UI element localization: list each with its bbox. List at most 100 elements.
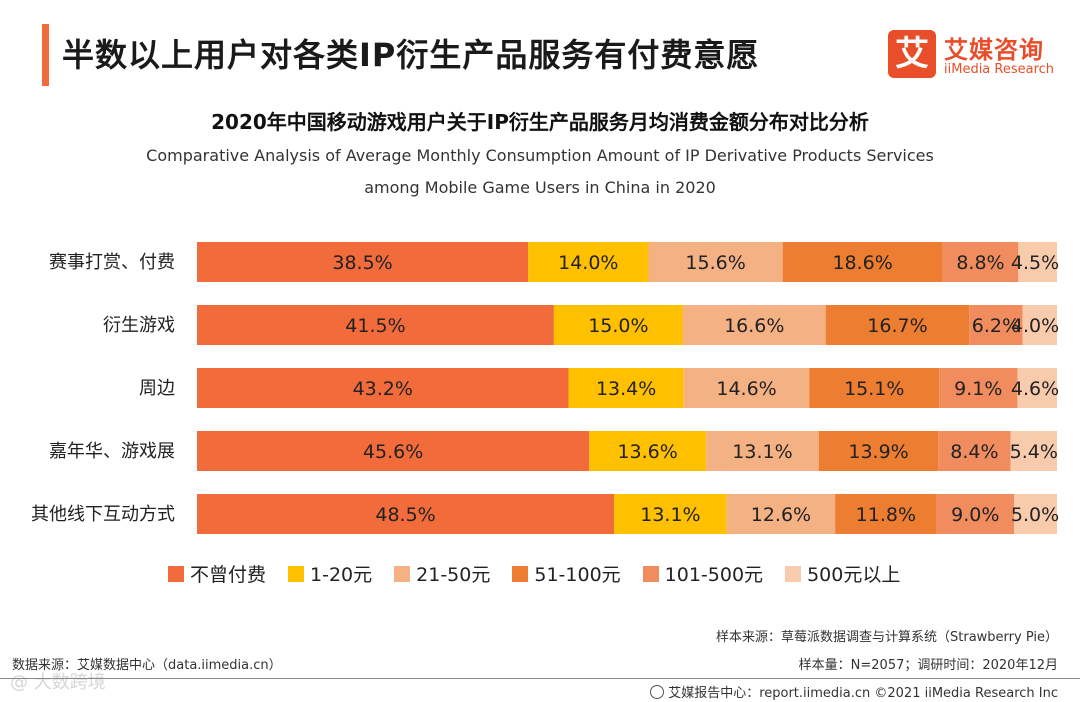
bar-segment xyxy=(648,242,783,282)
legend-label: 101-500元 xyxy=(664,564,764,586)
data-label: 14.0% xyxy=(558,252,618,274)
bar-segment xyxy=(809,368,940,408)
category-label: 其他线下互动方式 xyxy=(31,504,175,525)
data-label: 14.6% xyxy=(716,378,776,400)
data-label: 6.2% xyxy=(972,315,1020,337)
legend-item: 500元以上 xyxy=(785,560,900,587)
bar-segment xyxy=(818,431,939,471)
logo-mark-icon: 艾 xyxy=(888,30,936,78)
bar-segment xyxy=(825,305,970,345)
data-source-note: 数据来源：艾媒数据中心（data.iimedia.cn） xyxy=(12,658,282,673)
legend-swatch xyxy=(642,565,659,582)
legend-swatch xyxy=(785,565,802,582)
data-label: 15.1% xyxy=(844,378,904,400)
bar-segment xyxy=(197,494,615,534)
legend-label: 1-20元 xyxy=(310,564,373,586)
chart-subtitle-line1: Comparative Analysis of Average Monthly … xyxy=(146,146,934,165)
bar-segment xyxy=(939,368,1018,408)
bar-segment xyxy=(942,242,1019,282)
legend-label: 21-50元 xyxy=(416,564,491,586)
sample-size-note: 样本量：N=2057；调研时间：2020年12月 xyxy=(798,658,1058,673)
data-label: 4.0% xyxy=(1011,315,1059,337)
bar-segment xyxy=(197,242,529,282)
legend-item: 1-20元 xyxy=(288,560,372,587)
data-label: 12.6% xyxy=(751,504,811,526)
page-title: 半数以上用户对各类IP衍生产品服务有付费意愿 xyxy=(62,36,760,74)
sample-source-note: 样本来源：草莓派数据调查与计算系统（Strawberry Pie） xyxy=(716,630,1058,645)
bar-segment xyxy=(969,305,1023,345)
chart-title: 2020年中国移动游戏用户关于IP衍生产品服务月均消费金额分布对比分析 xyxy=(211,110,869,134)
footer-divider xyxy=(0,678,1080,679)
bar-segment xyxy=(682,305,826,345)
data-label: 13.1% xyxy=(732,441,792,463)
data-label: 15.6% xyxy=(685,252,745,274)
bar-segment xyxy=(197,368,569,408)
legend-item: 101-500元 xyxy=(642,560,764,587)
data-label: 11.8% xyxy=(856,504,916,526)
data-label: 9.0% xyxy=(951,504,999,526)
data-label: 4.6% xyxy=(1011,378,1059,400)
bar-segment xyxy=(683,368,810,408)
bar-segment xyxy=(589,431,707,471)
data-label: 43.2% xyxy=(353,378,413,400)
bar-segment xyxy=(1010,431,1057,471)
category-label: 嘉年华、游戏展 xyxy=(49,441,175,462)
globe-icon xyxy=(650,685,665,699)
data-label: 13.6% xyxy=(617,441,677,463)
bar-segment xyxy=(553,305,683,345)
title-accent-bar xyxy=(42,24,49,86)
data-label: 16.6% xyxy=(724,315,784,337)
legend-label: 不曾付费 xyxy=(190,564,267,586)
category-label: 周边 xyxy=(139,378,175,399)
data-label: 13.4% xyxy=(596,378,656,400)
legend-swatch xyxy=(512,565,529,582)
data-label: 45.6% xyxy=(363,441,423,463)
legend-label: 51-100元 xyxy=(534,564,621,586)
bar-segment xyxy=(726,494,836,534)
data-label: 5.0% xyxy=(1011,504,1059,526)
legend-item: 不曾付费 xyxy=(168,560,266,587)
logo-en-text: iiMedia Research xyxy=(944,62,1055,77)
data-label: 15.0% xyxy=(588,315,648,337)
bar-segment xyxy=(197,305,554,345)
bar-segment xyxy=(782,242,943,282)
legend-swatch xyxy=(168,565,184,582)
data-label: 5.4% xyxy=(1010,441,1058,463)
bar-segment xyxy=(568,368,684,408)
watermark-text: @ 大数跨境 xyxy=(10,672,106,693)
category-label: 赛事打赏、付费 xyxy=(49,252,175,273)
bar-segment xyxy=(528,242,649,282)
bar-segment xyxy=(197,431,590,471)
legend-item: 21-50元 xyxy=(394,560,490,587)
footer: 艾媒报告中心：report.iimedia.cn ©2021 iiMedia R… xyxy=(650,682,1058,701)
bar-segment xyxy=(938,431,1011,471)
legend-swatch xyxy=(394,565,411,582)
chart-subtitle-line2: among Mobile Game Users in China in 2020 xyxy=(364,178,716,197)
footer-text: 艾媒报告中心：report.iimedia.cn ©2021 iiMedia R… xyxy=(668,686,1058,701)
bar-segment xyxy=(1018,242,1057,282)
legend-label: 500元以上 xyxy=(807,564,901,586)
bar-segment xyxy=(835,494,937,534)
chart-legend: 不曾付费 1-20元 21-50元 51-100元 101-500元 500元以上 xyxy=(168,560,900,587)
data-label: 13.9% xyxy=(848,441,908,463)
stacked-bar-chart: 赛事打赏、付费 38.5% 14.0% 15.6% 18.6% 8.8% 4.5% 衍生游戏 4… xyxy=(31,242,1059,534)
data-label: 4.5% xyxy=(1011,252,1059,274)
data-label: 18.6% xyxy=(832,252,892,274)
iimedia-logo: 艾 艾媒咨询 iiMedia Research xyxy=(888,30,1060,82)
data-label: 13.1% xyxy=(640,504,700,526)
bar-segment xyxy=(936,494,1014,534)
data-label: 16.7% xyxy=(867,315,927,337)
logo-cn-text: 艾媒咨询 xyxy=(944,36,1044,64)
bar-segment xyxy=(1017,368,1057,408)
data-label: 8.8% xyxy=(956,252,1004,274)
category-label: 衍生游戏 xyxy=(103,315,175,336)
bar-segment xyxy=(706,431,819,471)
bar-segment xyxy=(1014,494,1057,534)
bar-segment xyxy=(1022,305,1057,345)
data-label: 38.5% xyxy=(332,252,392,274)
data-label: 48.5% xyxy=(375,504,435,526)
data-label: 41.5% xyxy=(345,315,405,337)
data-label: 8.4% xyxy=(950,441,998,463)
bar-segment xyxy=(614,494,727,534)
legend-item: 51-100元 xyxy=(512,560,621,587)
